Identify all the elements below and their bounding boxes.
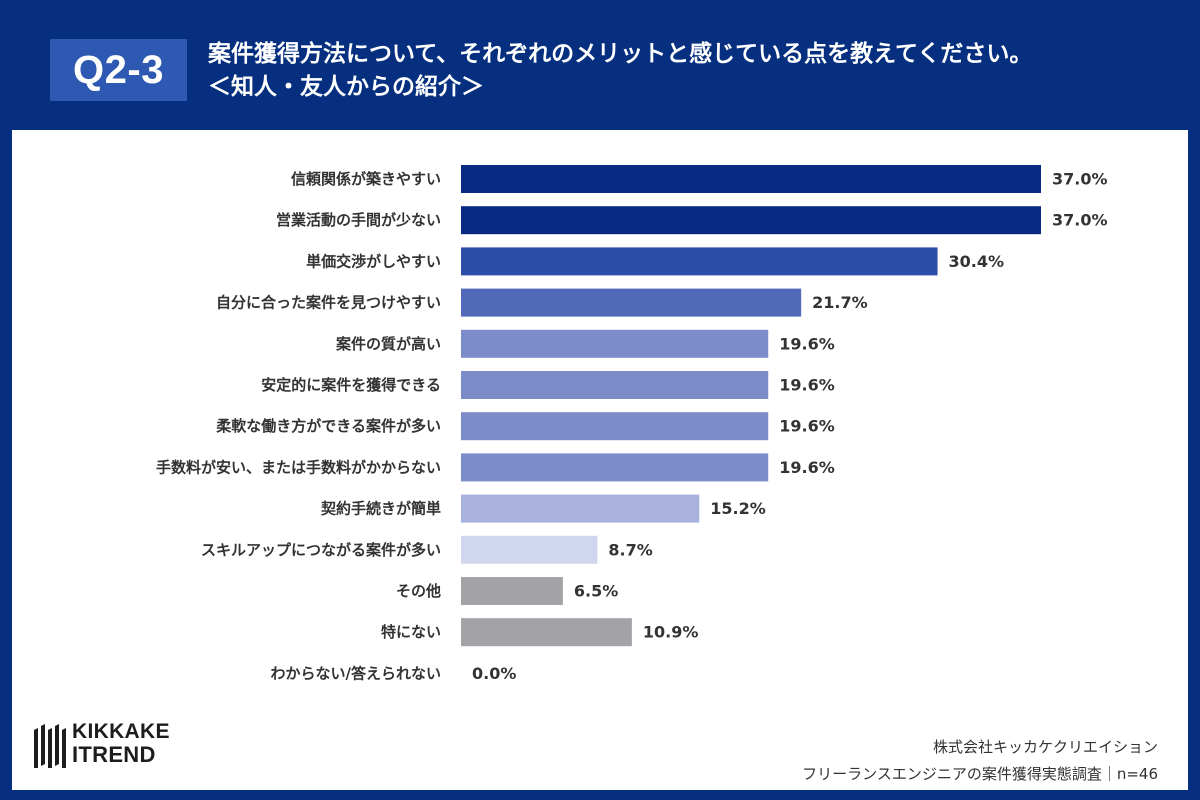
- value-label: 0.0%: [472, 664, 516, 683]
- value-label: 6.5%: [574, 582, 618, 601]
- question-badge: Q2-3: [50, 39, 187, 101]
- category-label: 柔軟な働き方ができる案件が多い: [216, 417, 441, 435]
- category-label: 単価交渉がしやすい: [306, 252, 441, 270]
- category-label: 契約手続きが簡単: [320, 500, 441, 518]
- value-label: 19.6%: [779, 417, 835, 436]
- category-label: 安定的に案件を獲得できる: [261, 376, 441, 394]
- source-survey: フリーランスエンジニアの案件獲得実態調査｜n=46: [802, 765, 1158, 783]
- bar: [461, 453, 769, 482]
- bar-chart: 信頼関係が築きやすい 37.0% 営業活動の手間が少ない 37.0% 単価交渉がしやすい…: [156, 165, 1108, 683]
- category-label: 手数料が安い、または手数料がかからない: [156, 458, 441, 476]
- bar: [461, 329, 769, 358]
- category-label: スキルアップにつながる案件が多い: [201, 541, 441, 559]
- bar: [461, 577, 563, 605]
- question-title-line2: ＜知人・友人からの紹介＞: [208, 74, 484, 100]
- value-label: 37.0%: [1052, 211, 1108, 230]
- value-label: 19.6%: [779, 376, 835, 395]
- chart-card: 信頼関係が築きやすい 37.0% 営業活動の手間が少ない 37.0% 単価交渉がしやすい…: [12, 130, 1188, 790]
- bar: [461, 165, 1041, 193]
- bar: [461, 618, 632, 647]
- category-label: 営業活動の手間が少ない: [276, 211, 441, 229]
- category-label: 特にない: [381, 623, 441, 641]
- source-company: 株式会社キッカケクリエイション: [932, 738, 1158, 756]
- logo-text-line2: ITREND: [72, 742, 156, 767]
- value-label: 21.7%: [812, 293, 868, 312]
- header: Q2-3 案件獲得方法について、それぞれのメリットと感じている点を教えてください…: [0, 0, 1200, 130]
- question-title-line1: 案件獲得方法について、それぞれのメリットと感じている点を教えてください。: [208, 41, 1033, 67]
- category-label: 案件の質が高い: [335, 335, 441, 353]
- question-title: 案件獲得方法について、それぞれのメリットと感じている点を教えてください。 ＜知人…: [208, 38, 1168, 104]
- value-label: 37.0%: [1052, 170, 1108, 189]
- logo-bars-icon: [34, 724, 66, 768]
- value-label: 15.2%: [710, 499, 766, 518]
- value-label: 19.6%: [779, 458, 835, 477]
- category-label: わからない/答えられない: [271, 664, 441, 682]
- source-note: 株式会社キッカケクリエイション フリーランスエンジニアの案件獲得実態調査｜n=4…: [802, 734, 1158, 788]
- value-label: 10.9%: [643, 623, 699, 642]
- value-label: 8.7%: [608, 540, 652, 559]
- bar: [461, 247, 938, 276]
- bar: [461, 288, 802, 317]
- category-label: その他: [396, 582, 441, 600]
- bar: [461, 494, 700, 523]
- category-label: 自分に合った案件を見つけやすい: [216, 294, 441, 312]
- value-label: 19.6%: [779, 334, 835, 353]
- logo-text-line1: KIKKAKE: [72, 720, 170, 743]
- bar: [461, 371, 769, 399]
- category-label: 信頼関係が築きやすい: [291, 170, 441, 188]
- bar: [461, 535, 598, 564]
- kikkake-itrend-logo: KIKKAKE ITREND: [34, 716, 194, 772]
- bar: [461, 206, 1041, 235]
- value-label: 30.4%: [949, 252, 1005, 271]
- bar: [461, 412, 769, 441]
